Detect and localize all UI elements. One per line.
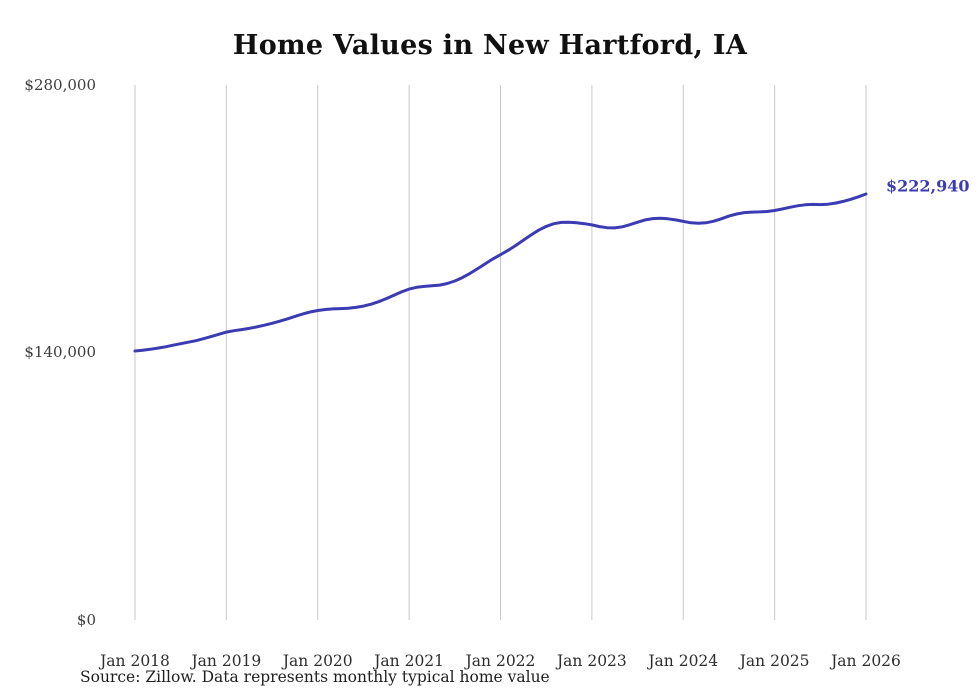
x-tick-label: Jan 2025 (739, 652, 810, 670)
y-axis-label-0: $0 (76, 611, 96, 629)
x-tick-label: Jan 2026 (831, 652, 901, 670)
x-tick-label: Jan 2024 (648, 652, 719, 670)
x-tick-label: Jan 2021 (374, 652, 445, 670)
x-tick-label: Jan 2022 (465, 652, 536, 670)
source-note: Source: Zillow. Data represents monthly … (80, 668, 550, 686)
x-tick-label: Jan 2023 (556, 652, 627, 670)
x-tick-label: Jan 2019 (191, 652, 262, 670)
y-axis-label-140000: $140,000 (24, 343, 96, 361)
x-tick-label: Jan 2020 (282, 652, 353, 670)
y-axis-label-280000: $280,000 (24, 76, 96, 94)
home-value-line (133, 192, 868, 353)
chart-title: Home Values in New Hartford, IA (232, 30, 748, 61)
latest-value-label: $222,940 (886, 176, 970, 196)
x-tick-label: Jan 2018 (100, 652, 170, 670)
